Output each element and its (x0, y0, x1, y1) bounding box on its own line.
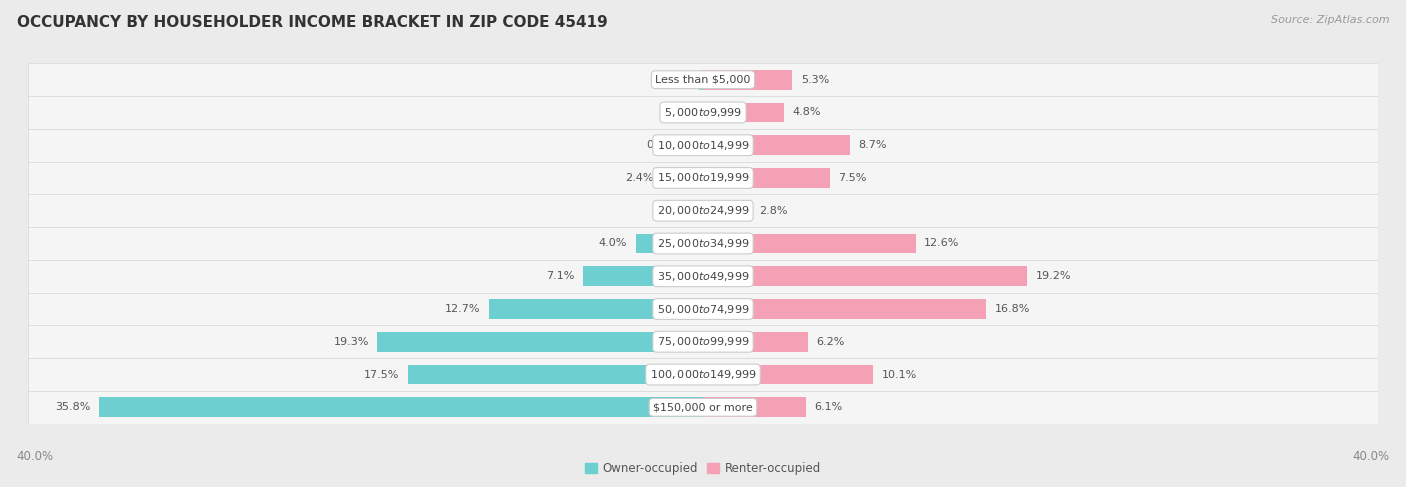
Legend: Owner-occupied, Renter-occupied: Owner-occupied, Renter-occupied (585, 463, 821, 475)
Text: 40.0%: 40.0% (17, 450, 53, 463)
FancyBboxPatch shape (28, 129, 1378, 162)
Text: 0.76%: 0.76% (647, 140, 682, 150)
Text: 10.1%: 10.1% (882, 370, 917, 379)
Text: 0.0%: 0.0% (671, 108, 699, 117)
Bar (703, 365, 873, 384)
Bar (703, 332, 807, 352)
Bar (703, 135, 849, 155)
Text: 12.7%: 12.7% (444, 304, 481, 314)
Bar (408, 365, 703, 384)
Bar (583, 266, 703, 286)
Bar (703, 103, 785, 122)
FancyBboxPatch shape (28, 96, 1378, 129)
Text: $150,000 or more: $150,000 or more (654, 402, 752, 412)
Text: 5.3%: 5.3% (801, 75, 830, 85)
Text: $20,000 to $24,999: $20,000 to $24,999 (657, 204, 749, 217)
Text: Source: ZipAtlas.com: Source: ZipAtlas.com (1271, 15, 1389, 25)
Bar (703, 168, 830, 188)
Bar (699, 70, 703, 90)
Text: 6.1%: 6.1% (814, 402, 842, 412)
Bar (703, 266, 1026, 286)
FancyBboxPatch shape (28, 194, 1378, 227)
Text: 2.8%: 2.8% (759, 206, 787, 216)
Text: 16.8%: 16.8% (995, 304, 1031, 314)
FancyBboxPatch shape (28, 391, 1378, 424)
Bar (636, 234, 703, 253)
FancyBboxPatch shape (28, 260, 1378, 293)
Text: 7.1%: 7.1% (547, 271, 575, 281)
Text: 6.2%: 6.2% (815, 337, 845, 347)
Text: $5,000 to $9,999: $5,000 to $9,999 (664, 106, 742, 119)
Bar (98, 397, 703, 417)
Bar (703, 201, 751, 221)
Text: 19.2%: 19.2% (1035, 271, 1071, 281)
Text: OCCUPANCY BY HOUSEHOLDER INCOME BRACKET IN ZIP CODE 45419: OCCUPANCY BY HOUSEHOLDER INCOME BRACKET … (17, 15, 607, 30)
Text: 40.0%: 40.0% (1353, 450, 1389, 463)
FancyBboxPatch shape (28, 63, 1378, 96)
Text: $35,000 to $49,999: $35,000 to $49,999 (657, 270, 749, 283)
FancyBboxPatch shape (28, 358, 1378, 391)
Bar (703, 397, 806, 417)
Text: $100,000 to $149,999: $100,000 to $149,999 (650, 368, 756, 381)
Text: 19.3%: 19.3% (333, 337, 368, 347)
Text: $10,000 to $14,999: $10,000 to $14,999 (657, 139, 749, 152)
Bar (662, 168, 703, 188)
FancyBboxPatch shape (28, 227, 1378, 260)
Text: $15,000 to $19,999: $15,000 to $19,999 (657, 171, 749, 185)
Text: 35.8%: 35.8% (55, 402, 90, 412)
FancyBboxPatch shape (28, 293, 1378, 325)
Text: $25,000 to $34,999: $25,000 to $34,999 (657, 237, 749, 250)
Text: 4.0%: 4.0% (599, 239, 627, 248)
Text: 7.5%: 7.5% (838, 173, 866, 183)
FancyBboxPatch shape (28, 162, 1378, 194)
Bar (703, 234, 915, 253)
Bar (697, 201, 703, 221)
Text: 2.4%: 2.4% (626, 173, 654, 183)
Text: 17.5%: 17.5% (364, 370, 399, 379)
Bar (703, 70, 793, 90)
Text: 0.21%: 0.21% (655, 75, 690, 85)
FancyBboxPatch shape (28, 325, 1378, 358)
Text: 12.6%: 12.6% (924, 239, 959, 248)
Text: 8.7%: 8.7% (858, 140, 887, 150)
Text: $50,000 to $74,999: $50,000 to $74,999 (657, 302, 749, 316)
Bar (377, 332, 703, 352)
Text: 4.8%: 4.8% (793, 108, 821, 117)
Bar (703, 299, 987, 319)
Bar (489, 299, 703, 319)
Text: 0.31%: 0.31% (654, 206, 689, 216)
Text: Less than $5,000: Less than $5,000 (655, 75, 751, 85)
Bar (690, 135, 703, 155)
Text: $75,000 to $99,999: $75,000 to $99,999 (657, 335, 749, 348)
